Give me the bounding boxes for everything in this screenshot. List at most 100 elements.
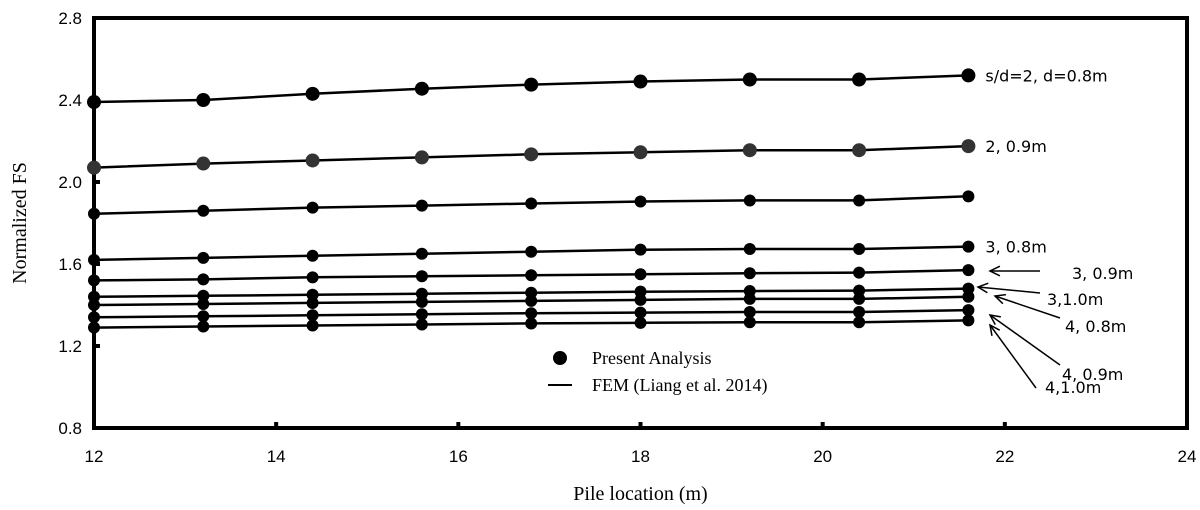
series-1-point (196, 156, 211, 171)
series-1-point (414, 150, 429, 165)
series-5-point (415, 287, 428, 300)
series-label-6: 4, 0.8m (1065, 317, 1126, 336)
series-1-point (87, 160, 101, 175)
series-label-arrow-6 (994, 295, 1061, 319)
series-label-arrowhead-4 (988, 265, 1001, 277)
series-5-point (634, 285, 647, 298)
series-label-arrow-7 (989, 314, 1061, 366)
series-2-point (634, 195, 647, 208)
series-label-8: 4,1.0m (1045, 378, 1101, 397)
series-6-point (634, 293, 647, 306)
series-4-point (306, 271, 319, 284)
series-7-point (197, 310, 210, 323)
legend-marker-present-analysis (553, 351, 567, 365)
series-2-point (306, 201, 319, 214)
x-tick-label: 22 (995, 447, 1014, 466)
series-7-point (634, 306, 647, 319)
series-0-point (87, 95, 101, 110)
y-tick-label: 1.6 (58, 255, 82, 274)
series-2-point (525, 197, 538, 210)
legend-label-fem: FEM (Liang et al. 2014) (592, 375, 767, 396)
series-label-arrow-8 (989, 324, 1037, 389)
series-3-point (525, 245, 538, 258)
series-7-point (743, 305, 756, 318)
series-2-point (853, 194, 866, 207)
y-axis-title: Normalized FS (9, 162, 31, 284)
series-1-point (305, 153, 320, 168)
series-4-point (853, 266, 866, 279)
series-label-5: 3,1.0m (1047, 290, 1103, 309)
series-label-arrowhead-7 (988, 313, 1001, 326)
series-5-point (197, 289, 210, 302)
series-6-point (743, 292, 756, 305)
x-tick-label: 24 (1178, 447, 1197, 466)
legend: Present Analysis FEM (Liang et al. 2014) (548, 348, 767, 396)
series-label-arrowhead-5 (976, 282, 989, 294)
series-1-point (633, 145, 648, 160)
x-tick-label: 16 (449, 447, 468, 466)
y-tick-label: 0.8 (58, 419, 82, 438)
series-3-point (415, 247, 428, 260)
series-4-point (962, 264, 975, 277)
series-label-layer: s/d=2, d=0.8m 2, 0.9m 3, 0.8m 3, 0.9m 3,1.0m… (976, 66, 1133, 397)
series-5-point (88, 290, 100, 303)
series-8-point (962, 314, 975, 327)
legend-label-present-analysis: Present Analysis (592, 348, 712, 368)
series-2-point (197, 204, 210, 217)
series-5-point (306, 288, 319, 301)
series-4-point (525, 269, 538, 282)
series-label-arrow-5 (977, 286, 1041, 294)
series-label-arrowhead-6 (993, 293, 1007, 305)
series-2-point (962, 190, 975, 203)
series-1-point (852, 143, 867, 158)
series-7-point (962, 304, 975, 317)
series-4-point (88, 274, 100, 287)
series-6-point (525, 294, 538, 307)
series-label-3: 3, 0.8m (985, 238, 1046, 257)
series-6-point (415, 295, 428, 308)
x-axis-title: Pile location (m) (573, 483, 707, 505)
series-label-arrowhead-8 (988, 323, 1001, 336)
series-0-point (305, 86, 320, 101)
series-6-point (197, 297, 210, 310)
series-6-point (853, 292, 866, 305)
series-8-point (88, 321, 100, 334)
series-2-point (415, 199, 428, 212)
series-4-point (415, 270, 428, 283)
series-3-point (743, 243, 756, 256)
plot-area-frame (92, 16, 1189, 430)
series-0-point (524, 77, 539, 92)
series-layer (87, 68, 976, 334)
x-tick-label: 18 (631, 447, 650, 466)
series-0-point (961, 68, 976, 83)
series-6-point (88, 299, 100, 311)
y-tick-label: 2.8 (58, 9, 82, 28)
series-8-point (853, 316, 866, 329)
series-1-point (524, 147, 539, 162)
series-0-point (196, 93, 211, 107)
y-tick-label: 2.4 (58, 91, 82, 110)
x-tick-label: 20 (813, 447, 832, 466)
y-tick-label: 1.2 (58, 337, 82, 356)
series-7-point (525, 307, 538, 320)
series-5-point (853, 284, 866, 297)
series-8-point (306, 319, 319, 332)
series-7-point (306, 309, 319, 322)
series-7-point (853, 305, 866, 318)
series-label-1: 2, 0.9m (985, 137, 1046, 156)
series-6-point (306, 296, 319, 309)
series-3-point (634, 243, 647, 256)
series-1-point (742, 143, 757, 158)
y-axis-ticks: 0.8 1.2 1.6 2.0 2.4 2.8 (58, 9, 100, 438)
series-3-point (853, 243, 866, 256)
series-5-point (525, 286, 538, 299)
series-2-point (88, 207, 100, 220)
series-3-point (962, 240, 975, 253)
series-0-point (852, 72, 867, 87)
series-8-point (743, 316, 756, 329)
series-1-point (961, 139, 976, 154)
series-label-0: s/d=2, d=0.8m (985, 66, 1107, 85)
series-4-point (743, 267, 756, 280)
series-8-point (415, 318, 428, 331)
